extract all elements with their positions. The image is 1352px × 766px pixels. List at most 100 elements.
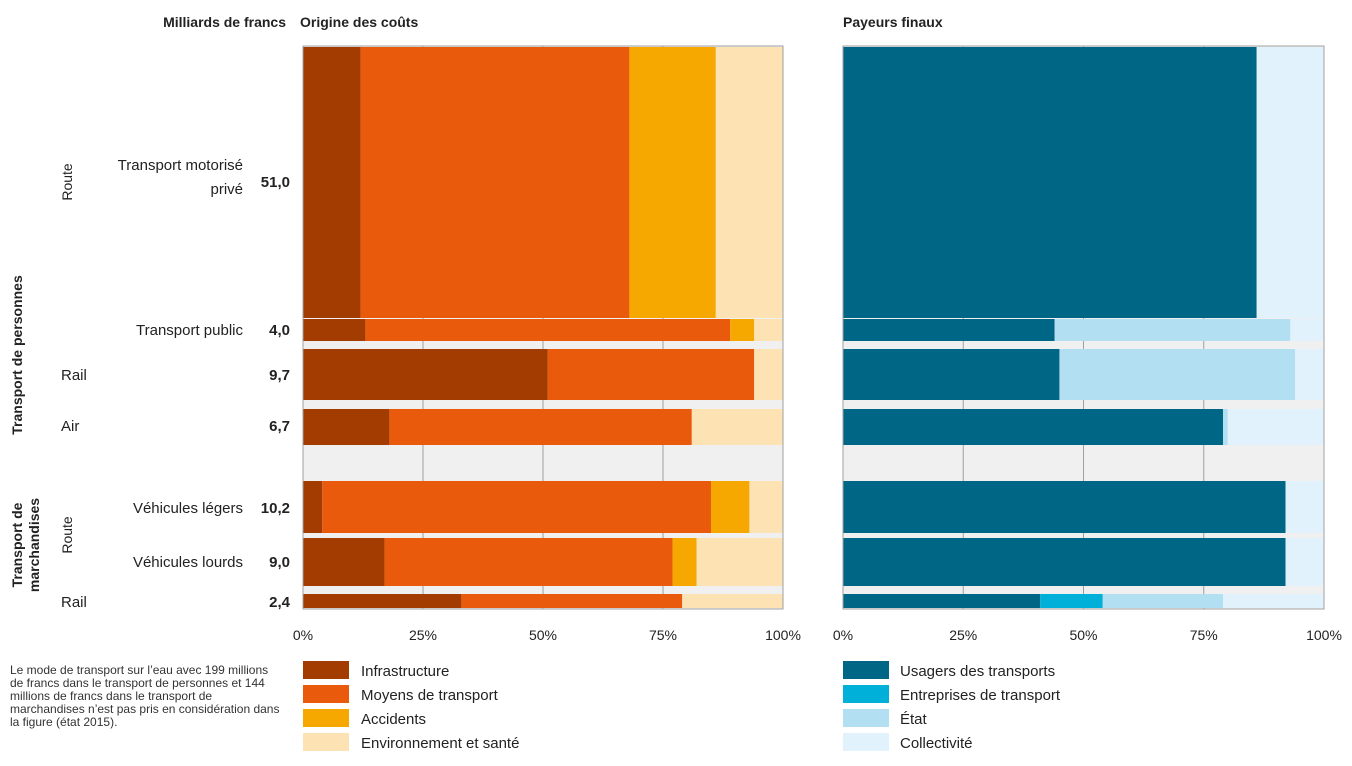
legend-swatch (303, 733, 349, 751)
right-plot-panel: 0% 25% 50% 75% 100% (833, 45, 1342, 643)
x-tick-label: 25% (949, 627, 977, 643)
left-plot-panel: 0% 25% 50% 75% 100% (293, 45, 801, 643)
bar-segment (303, 594, 462, 608)
bar-segment (303, 47, 361, 318)
bar-segment (672, 538, 697, 586)
bar-segment (730, 319, 755, 341)
bar-segment (696, 538, 783, 586)
row-label: Véhicules légers (133, 500, 243, 517)
bar-segment (1059, 349, 1296, 400)
bar-segment (754, 349, 783, 400)
bar-segment (629, 47, 716, 318)
footnote: Le mode de transport sur l’eau avec 199 … (10, 663, 280, 729)
legend-label: Usagers des transports (900, 663, 1055, 680)
group-label-personnes: Transport de personnes (9, 275, 25, 435)
legend-label: Infrastructure (361, 663, 449, 680)
legend-label: Entreprises de transport (900, 687, 1061, 704)
bar-segment (691, 409, 783, 445)
legend-swatch (843, 661, 889, 679)
bar-segment (1040, 594, 1103, 608)
bar-segment (322, 481, 711, 533)
row-total: 4,0 (269, 322, 290, 339)
bar-segment (682, 594, 783, 608)
bar-segment (749, 481, 783, 533)
bar-segment (360, 47, 630, 318)
x-tick-label: 100% (765, 627, 801, 643)
legend-swatch (303, 661, 349, 679)
x-tick-label: 75% (649, 627, 677, 643)
row-label: Transport public (136, 322, 243, 339)
bar-segment (303, 349, 548, 400)
bar-segment (1290, 319, 1324, 341)
bar-segment (1222, 409, 1228, 445)
legend-swatch (843, 685, 889, 703)
plot-frame (842, 45, 1325, 610)
bar-segment (1227, 409, 1324, 445)
left-panel-title: Origine des coûts (300, 14, 418, 30)
bar-segment (1256, 47, 1324, 318)
x-tick-label: 0% (833, 627, 853, 643)
bar-segment (715, 47, 783, 318)
x-tick-label: 75% (1190, 627, 1218, 643)
bar-segment (389, 409, 692, 445)
right-panel-title: Payeurs finaux (843, 14, 943, 30)
legend-label: Accidents (361, 711, 426, 728)
legend-label: Collectivité (900, 735, 973, 752)
x-tick-label: 50% (529, 627, 557, 643)
bar-segment (303, 319, 366, 341)
x-tick-label: 0% (293, 627, 313, 643)
legend-label: Moyens de transport (361, 687, 499, 704)
legend-swatch (303, 685, 349, 703)
bar-segment (843, 409, 1223, 445)
legend-label: État (900, 711, 928, 728)
subgroup-label-route-marchandises: Route (59, 516, 75, 554)
row-total: 51,0 (261, 174, 290, 191)
bar-segment (843, 349, 1060, 400)
x-tick-label: 100% (1306, 627, 1342, 643)
row-label: Rail (61, 594, 87, 611)
legend-payeurs: Usagers des transports Entreprises de tra… (843, 661, 1061, 752)
legend-swatch (843, 709, 889, 727)
row-total: 6,7 (269, 418, 290, 435)
subgroup-label-route-personnes: Route (59, 163, 75, 201)
group-label-marchandises-line2: marchandises (26, 498, 42, 592)
bar-segment (843, 594, 1041, 608)
legend-swatch (843, 733, 889, 751)
row-label: Transport motorisé (118, 157, 243, 174)
bar-segment (547, 349, 755, 400)
plot-frame (302, 45, 784, 610)
legend-label: Environnement et santé (361, 735, 519, 752)
bar-segment (303, 538, 385, 586)
group-label-marchandises-line1: Transport de (9, 502, 25, 587)
bar-segment (843, 319, 1055, 341)
bar-segment (1102, 594, 1223, 608)
bar-segment (1285, 538, 1324, 586)
bar-segment (384, 538, 673, 586)
bar-segment (1285, 481, 1324, 533)
row-label: Véhicules lourds (133, 554, 243, 571)
legend-origine: Infrastructure Moyens de transport Acciden… (303, 661, 519, 752)
row-total: 9,0 (269, 554, 290, 571)
bar-segment (365, 319, 731, 341)
bar-segment (1054, 319, 1291, 341)
row-label: privé (210, 181, 243, 198)
bar-segment (843, 481, 1286, 533)
row-total: 10,2 (261, 500, 290, 517)
row-total: 9,7 (269, 367, 290, 384)
bar-segment (843, 538, 1286, 586)
x-tick-label: 50% (1069, 627, 1097, 643)
bar-segment (303, 481, 323, 533)
bar-segment (1222, 594, 1324, 608)
bar-segment (461, 594, 683, 608)
bar-segment (1295, 349, 1324, 400)
row-label: Rail (61, 367, 87, 384)
x-tick-label: 25% (409, 627, 437, 643)
legend-swatch (303, 709, 349, 727)
row-labels: Transport motorisé privé 51,0 Transport pub… (61, 157, 291, 611)
row-label: Air (61, 418, 79, 435)
bar-segment (303, 409, 390, 445)
unit-label: Milliards de francs (163, 14, 286, 30)
bar-segment (711, 481, 750, 533)
bar-segment (843, 47, 1257, 318)
